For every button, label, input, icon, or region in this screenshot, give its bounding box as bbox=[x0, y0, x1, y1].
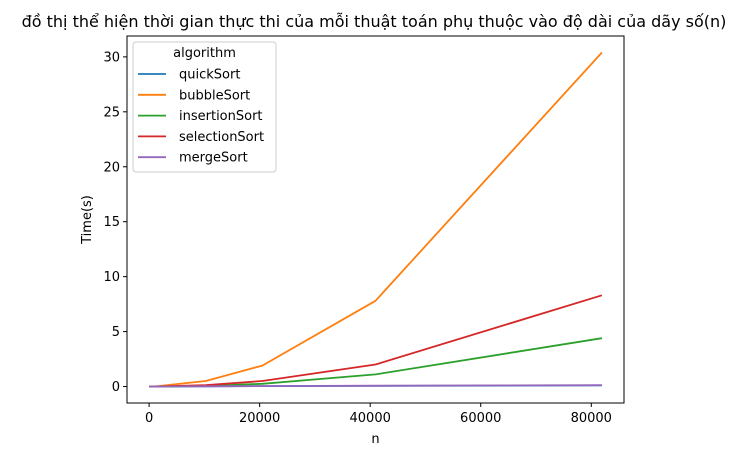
axes-frame bbox=[126, 35, 625, 404]
x-tick-label: 40000 bbox=[350, 411, 391, 426]
legend-label-bubbleSort: bubbleSort bbox=[179, 88, 250, 103]
y-axis-label: Time(s) bbox=[80, 195, 95, 245]
x-axis-label: n bbox=[371, 432, 379, 447]
axis-ticks: 0 20000 40000 60000 80000 0 5 10 15 20 25 30 bbox=[103, 50, 612, 426]
series-line-selectionSort bbox=[148, 294, 603, 388]
x-tick-label: 20000 bbox=[239, 411, 280, 426]
y-tick-label: 5 bbox=[112, 325, 120, 340]
plot-area bbox=[148, 51, 603, 388]
legend-label-quickSort: quickSort bbox=[179, 68, 240, 83]
legend-label-selectionSort: selectionSort bbox=[179, 130, 264, 145]
y-tick-label: 30 bbox=[103, 50, 120, 65]
y-tick-label: 25 bbox=[103, 105, 120, 120]
y-tick-label: 15 bbox=[103, 215, 120, 230]
y-tick-label: 0 bbox=[112, 380, 120, 395]
series-line-insertionSort bbox=[148, 337, 603, 388]
x-tick-label: 0 bbox=[145, 411, 153, 426]
y-tick-label: 20 bbox=[103, 160, 120, 175]
legend-label-insertionSort: insertionSort bbox=[179, 109, 263, 124]
y-tick-label: 10 bbox=[103, 270, 120, 285]
legend: algorithm quickSort bubbleSort insertionSor… bbox=[132, 41, 277, 173]
series-line-mergeSort bbox=[148, 384, 602, 388]
legend-title: algorithm bbox=[173, 46, 236, 61]
chart-title: đồ thị thể hiện thời gian thực thi của m… bbox=[22, 12, 727, 31]
x-tick-label: 80000 bbox=[571, 411, 612, 426]
x-tick-label: 60000 bbox=[460, 411, 501, 426]
legend-box bbox=[132, 41, 277, 173]
legend-label-mergeSort: mergeSort bbox=[179, 151, 248, 166]
